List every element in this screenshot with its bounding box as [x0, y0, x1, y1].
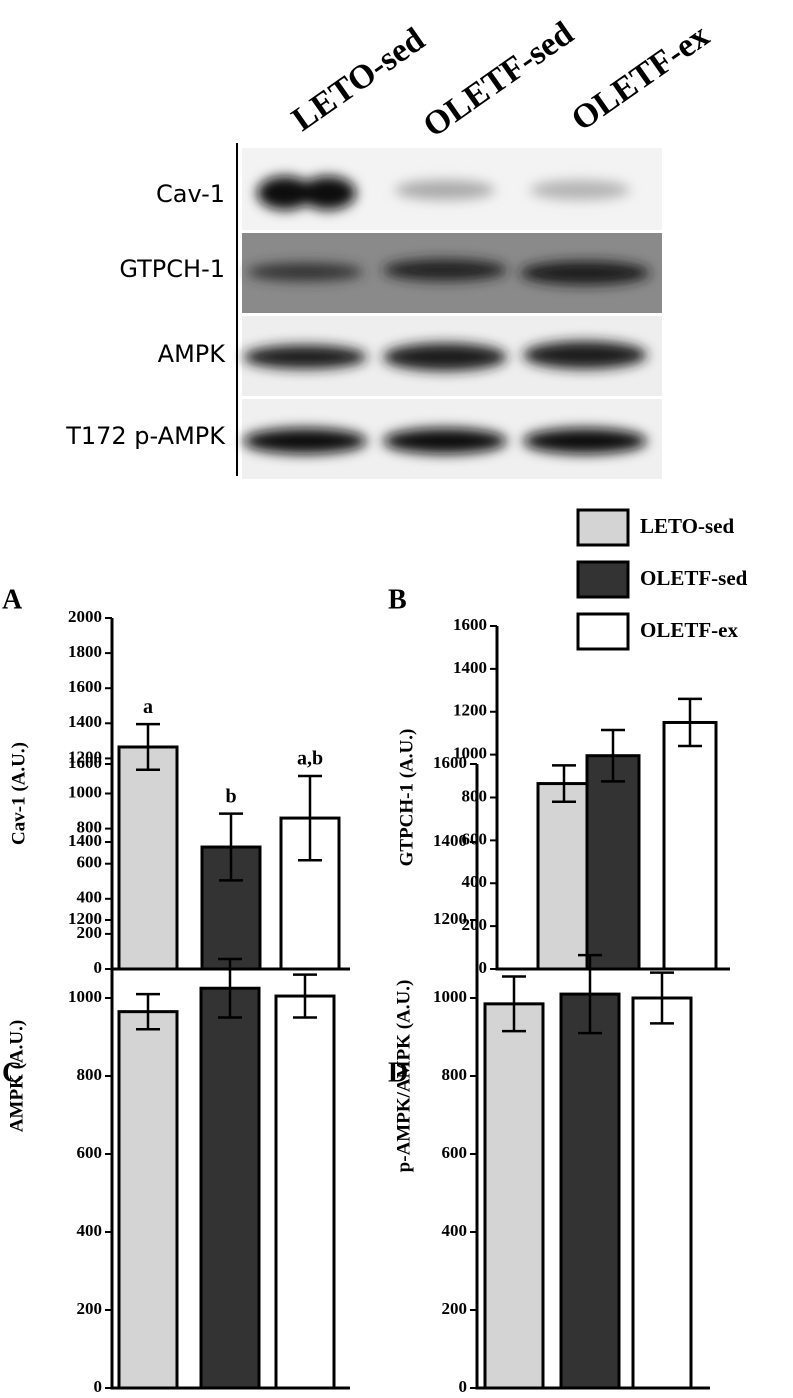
y-tick-label: 1600 — [433, 753, 467, 772]
y-tick-label: 800 — [77, 818, 103, 837]
legend-label: LETO-sed — [640, 514, 734, 538]
y-axis-label: AMPK (A.U.) — [6, 1020, 27, 1132]
bar-chart: A Cav-1 (A.U.) 0 200 400 600 800 1000 1200 1400 16… — [2, 584, 350, 977]
row-label: AMPK — [158, 340, 227, 368]
y-tick-label: 1400 — [433, 831, 467, 850]
y-tick-label: 400 — [77, 1221, 103, 1240]
y-tick-label: 800 — [462, 786, 488, 805]
western-blot — [236, 143, 662, 479]
y-tick-label: 200 — [77, 923, 103, 942]
y-tick-label: 1600 — [68, 677, 102, 696]
y-tick-label: 1200 — [453, 701, 487, 720]
bar — [559, 992, 621, 1390]
lane-label: OLETF-ex — [565, 17, 716, 138]
bar — [199, 986, 261, 1390]
error-bar — [578, 953, 602, 1035]
y-tick-label: 0 — [94, 958, 103, 977]
y-axis-label: p-AMPK/AMPK (A.U.) — [393, 980, 414, 1173]
y-tick-label: 1000 — [68, 782, 102, 801]
y-tick-label: 200 — [462, 915, 488, 934]
bar — [117, 1010, 179, 1390]
axes — [110, 764, 350, 1390]
bar — [274, 994, 336, 1390]
panel-letter: C — [2, 1057, 22, 1088]
y-tick-label: 1000 — [453, 744, 487, 763]
legend-label: OLETF-ex — [640, 618, 738, 642]
y-tick-label: 600 — [442, 1143, 468, 1162]
panel-letter: B — [388, 584, 407, 615]
bar — [536, 782, 592, 971]
error-bar — [136, 722, 160, 772]
y-tick-label: 200 — [442, 1299, 468, 1318]
error-bar — [650, 971, 674, 1025]
error-bar — [293, 973, 317, 1019]
y-tick-label: 0 — [459, 1377, 468, 1396]
bands — [243, 176, 650, 454]
y-tick-label: 1000 — [433, 987, 467, 1006]
significance-label: a,b — [297, 748, 323, 770]
y-tick-label: 1200 — [433, 909, 467, 928]
y-tick-label: 0 — [479, 958, 488, 977]
error-bar — [136, 992, 160, 1031]
axes — [475, 764, 710, 1390]
y-tick-label: 800 — [442, 1065, 468, 1084]
row-label: Cav-1 — [156, 180, 225, 208]
y-axis-label: GTPCH-1 (A.U.) — [396, 729, 417, 867]
bar — [631, 996, 693, 1390]
error-bar — [552, 764, 576, 804]
bar — [117, 745, 179, 971]
error-bar — [219, 812, 243, 882]
row-label: T172 p-AMPK — [65, 422, 226, 450]
y-tick-label: 400 — [442, 1221, 468, 1240]
y-tick-label: 1000 — [68, 987, 102, 1006]
y-tick-label: 200 — [77, 1299, 103, 1318]
y-tick-label: 1200 — [68, 909, 102, 928]
y-tick-label: 1600 — [453, 615, 487, 634]
y-tick-label: 1400 — [68, 831, 102, 850]
error-bar — [298, 774, 322, 862]
bar-chart: B GTPCH-1 (A.U.) 0 200 400 600 800 1000 1200 1400… — [388, 584, 730, 977]
error-bar — [502, 975, 526, 1033]
y-tick-label: 400 — [462, 872, 488, 891]
legend-swatch — [576, 612, 630, 651]
bar — [585, 754, 641, 971]
y-tick-label: 600 — [77, 1143, 103, 1162]
bar — [483, 1002, 545, 1390]
error-bar — [601, 728, 625, 783]
panel-letter: A — [2, 584, 23, 615]
y-axis-label: Cav-1 (A.U.) — [8, 742, 29, 845]
error-bar — [678, 697, 702, 748]
y-tick-label: 1200 — [68, 747, 102, 766]
row-label: GTPCH-1 — [119, 255, 225, 283]
legend-swatch — [576, 508, 630, 547]
significance-label: a — [143, 696, 153, 718]
y-tick-label: 1800 — [68, 642, 102, 661]
axes — [495, 626, 730, 971]
y-tick-label: 400 — [77, 888, 103, 907]
panel-letter: D — [388, 1057, 408, 1088]
legend-label: OLETF-sed — [640, 566, 748, 590]
y-tick-label: 600 — [462, 829, 488, 848]
y-tick-label: 800 — [77, 1065, 103, 1084]
y-tick-label: 1600 — [68, 753, 102, 772]
bar-chart: Dp-AMPK/AMPK (A.U.) 0 200 400 600 800 1000 1200… — [388, 753, 710, 1396]
error-bar — [218, 957, 242, 1019]
lane-label: OLETF-sed — [417, 15, 581, 145]
y-tick-label: 0 — [94, 1377, 103, 1396]
lane-label: LETO-sed — [285, 21, 431, 139]
bar — [662, 720, 718, 971]
y-tick-label: 600 — [77, 853, 103, 872]
y-tick-label: 1400 — [68, 712, 102, 731]
significance-label: b — [225, 785, 236, 807]
legend-swatch — [576, 560, 630, 599]
y-tick-label: 2000 — [68, 607, 102, 626]
y-tick-label: 1400 — [453, 658, 487, 677]
